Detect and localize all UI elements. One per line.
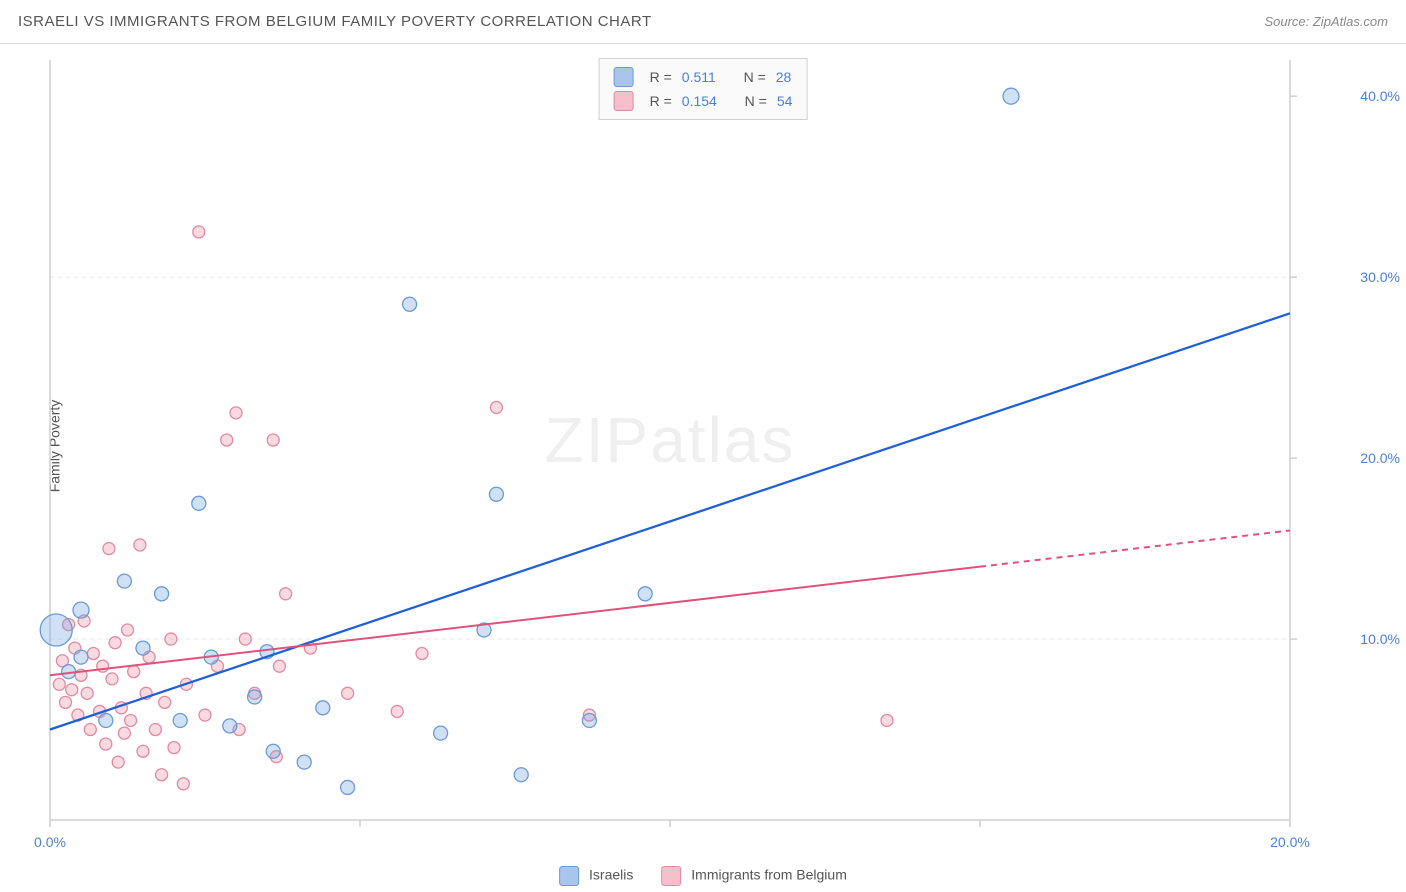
title-bar: ISRAELI VS IMMIGRANTS FROM BELGIUM FAMIL… [0, 0, 1406, 44]
source-attribution: Source: ZipAtlas.com [1264, 14, 1388, 29]
legend-series: Israelis Immigrants from Belgium [559, 866, 847, 886]
legend-swatch-belgium-icon [614, 91, 634, 111]
n-label: N = [744, 69, 766, 85]
legend-item-belgium: Immigrants from Belgium [661, 866, 846, 886]
legend-item-israelis: Israelis [559, 866, 633, 886]
y-tick-label: 40.0% [1360, 88, 1400, 104]
r-value-0: 0.511 [682, 69, 716, 85]
x-tick-label: 0.0% [34, 834, 66, 850]
source-name: ZipAtlas.com [1313, 14, 1388, 29]
chart-container: ISRAELI VS IMMIGRANTS FROM BELGIUM FAMIL… [0, 0, 1406, 892]
legend-label-0: Israelis [589, 867, 633, 883]
legend-label-1: Immigrants from Belgium [691, 867, 847, 883]
r-label: R = [650, 69, 672, 85]
legend-swatch-belgium-icon [661, 866, 681, 886]
plot-area: ZIPatlas 10.0%20.0%30.0%40.0%0.0%20.0% [50, 60, 1290, 820]
legend-stats: R = 0.511 N = 28 R = 0.154 N = 54 [599, 58, 808, 120]
x-tick-label: 20.0% [1270, 834, 1310, 850]
y-tick-label: 10.0% [1360, 631, 1400, 647]
y-tick-label: 20.0% [1360, 450, 1400, 466]
chart-title: ISRAELI VS IMMIGRANTS FROM BELGIUM FAMIL… [18, 13, 652, 30]
plot-svg [50, 60, 1290, 820]
n-value-0: 28 [776, 69, 792, 85]
legend-swatch-israelis-icon [559, 866, 579, 886]
y-tick-label: 30.0% [1360, 269, 1400, 285]
legend-stat-row-0: R = 0.511 N = 28 [614, 65, 793, 89]
legend-swatch-israelis-icon [614, 67, 634, 87]
r-label: R = [650, 93, 672, 109]
legend-stat-row-1: R = 0.154 N = 54 [614, 89, 793, 113]
n-value-1: 54 [777, 93, 793, 109]
n-label: N = [745, 93, 767, 109]
source-prefix: Source: [1264, 14, 1312, 29]
r-value-1: 0.154 [682, 93, 717, 109]
